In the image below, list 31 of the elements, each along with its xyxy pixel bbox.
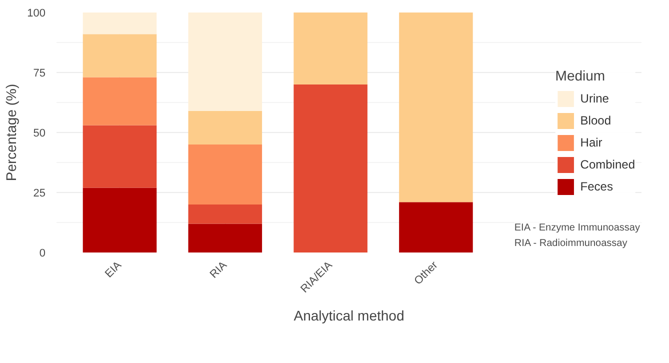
bar — [82, 12, 157, 34]
bar — [188, 12, 262, 111]
y-tick-label: 100 — [27, 8, 46, 20]
y-axis-title: Percentage (%) — [3, 84, 20, 182]
x-axis-title: Analytical method — [294, 308, 404, 324]
bar — [399, 202, 473, 252]
y-tick-label: 75 — [33, 68, 46, 80]
bar — [188, 144, 262, 204]
bar — [82, 77, 157, 126]
legend-title: Medium — [555, 68, 606, 84]
bar — [294, 84, 368, 252]
text: EIA - Enzyme Immunoassay — [514, 222, 640, 234]
bar — [82, 125, 157, 188]
bar — [188, 204, 262, 224]
bar — [294, 12, 368, 84]
x-tick-label: EIA — [102, 258, 124, 280]
legend-label: Urine — [580, 92, 609, 106]
bar — [188, 224, 262, 252]
text: RIA - Radioimmunoassay — [514, 238, 628, 249]
legend-label: Feces — [580, 180, 613, 194]
bar — [188, 110, 262, 144]
legend-label: Combined — [580, 158, 635, 172]
x-tick-label: RIA — [208, 258, 230, 281]
legend-label: Blood — [580, 114, 611, 128]
y-tick-label: 0 — [39, 248, 46, 260]
bar — [82, 188, 157, 252]
bar — [82, 34, 157, 78]
bar — [399, 12, 473, 202]
legend-label: Hair — [580, 136, 602, 150]
y-tick-label: 25 — [33, 188, 46, 200]
y-tick-label: 50 — [33, 128, 46, 140]
